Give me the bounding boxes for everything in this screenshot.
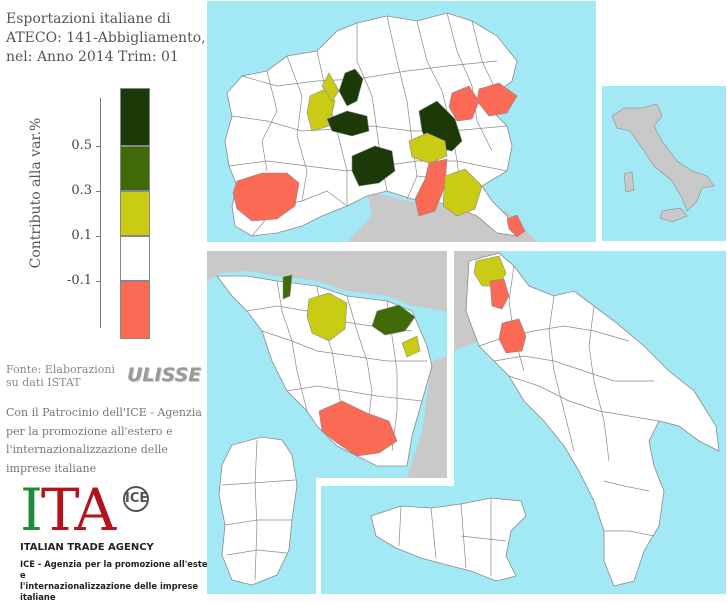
foreign-area: [347, 191, 537, 242]
map-panel-sicilia[interactable]: [321, 486, 542, 594]
ita-desc-line: ICE - Agenzia per la promozione all'este…: [20, 559, 218, 580]
province-perugia[interactable]: [401, 335, 421, 358]
legend-tick-label: -0.1: [66, 273, 92, 288]
province-firenze[interactable]: [306, 292, 348, 342]
province-rimini[interactable]: [506, 214, 526, 238]
province-borders: [221, 439, 296, 581]
legend-swatch-green[interactable]: [120, 146, 150, 191]
legend-tick-label: 0.1: [71, 228, 92, 243]
source-line: Fonte: Elaborazioni: [6, 363, 115, 376]
map-north-svg[interactable]: [207, 1, 596, 242]
map-sardegna-svg[interactable]: [207, 425, 316, 594]
patronage-note: Con il Patrocinio dell'ICE - Agenzia per…: [6, 404, 202, 478]
ita-desc-line: l'internazionalizzazione delle imprese i…: [20, 581, 199, 602]
map-panel-north[interactable]: [207, 1, 596, 242]
province-reggio-emilia[interactable]: [414, 158, 448, 217]
province-bologna[interactable]: [442, 168, 483, 217]
ita-logo-ta: TA: [40, 476, 116, 544]
province-lecco[interactable]: [338, 68, 364, 107]
source-note: Fonte: Elaborazioni su dati ISTAT: [6, 363, 115, 389]
map-south-svg[interactable]: [454, 251, 726, 594]
legend-tick: [96, 236, 101, 237]
ita-logo-i: I: [20, 476, 43, 544]
map-overview-svg[interactable]: [602, 86, 726, 241]
legend-tick-label: 0.3: [71, 183, 92, 198]
ice-mark-icon: ICE: [123, 486, 149, 512]
province-arezzo[interactable]: [371, 304, 416, 336]
province-mantova[interactable]: [351, 145, 396, 187]
region-land[interactable]: [465, 252, 720, 587]
legend-tick: [96, 146, 101, 147]
province-caserta[interactable]: [498, 318, 527, 354]
province-borders: [398, 498, 507, 576]
patronage-line: Con il Patrocinio dell'ICE - Agenzia: [6, 406, 202, 419]
patronage-line: l'internazionalizzazione delle: [6, 443, 168, 456]
ita-agency-desc: ICE - Agenzia per la promozione all'este…: [20, 559, 220, 603]
ulisse-logo[interactable]: ULISSE: [127, 364, 202, 386]
legend-tick-label: 0.5: [71, 138, 92, 153]
map-title: Esportazioni italiane di ATECO: 141-Abbi…: [6, 11, 206, 65]
province-roma[interactable]: [318, 400, 398, 457]
ita-logo[interactable]: ITA: [20, 481, 116, 539]
sardegna-island[interactable]: [623, 171, 635, 193]
patronage-line: per la promozione all'estero e: [6, 424, 173, 438]
map-panel-sardegna[interactable]: [207, 425, 316, 594]
province-verona[interactable]: [408, 132, 448, 164]
legend-axis-label: Contributo alla var.%: [28, 117, 44, 269]
region-land[interactable]: [218, 436, 298, 586]
legend-tick: [96, 281, 101, 282]
map-panel-south[interactable]: [454, 251, 726, 594]
legend-swatch-red[interactable]: [120, 281, 150, 339]
legend-tick: [96, 191, 101, 192]
patronage-line: imprese italiane: [6, 461, 97, 475]
legend-swatch-white[interactable]: [120, 236, 150, 281]
region-land[interactable]: [370, 497, 527, 582]
foreign-area: [407, 356, 447, 478]
province-chieti[interactable]: [489, 278, 510, 310]
legend-axis: [100, 98, 101, 328]
province-milano[interactable]: [326, 110, 370, 137]
ita-agency-name: ITALIAN TRADE AGENCY: [20, 542, 154, 553]
italy-mainland[interactable]: [611, 103, 715, 212]
source-line: su dati ISTAT: [6, 376, 81, 389]
legend-swatch-yellow[interactable]: [120, 191, 150, 236]
province-padova[interactable]: [476, 82, 518, 117]
sicilia-island[interactable]: [659, 207, 688, 223]
province-treviso[interactable]: [448, 85, 480, 122]
province-prato[interactable]: [282, 274, 293, 300]
foreign-area: [207, 251, 447, 311]
map-sicilia-svg[interactable]: [321, 486, 542, 594]
province-torino[interactable]: [232, 172, 300, 222]
map-panel-overview[interactable]: [602, 86, 726, 241]
legend-swatch-dark-green[interactable]: [120, 88, 150, 146]
